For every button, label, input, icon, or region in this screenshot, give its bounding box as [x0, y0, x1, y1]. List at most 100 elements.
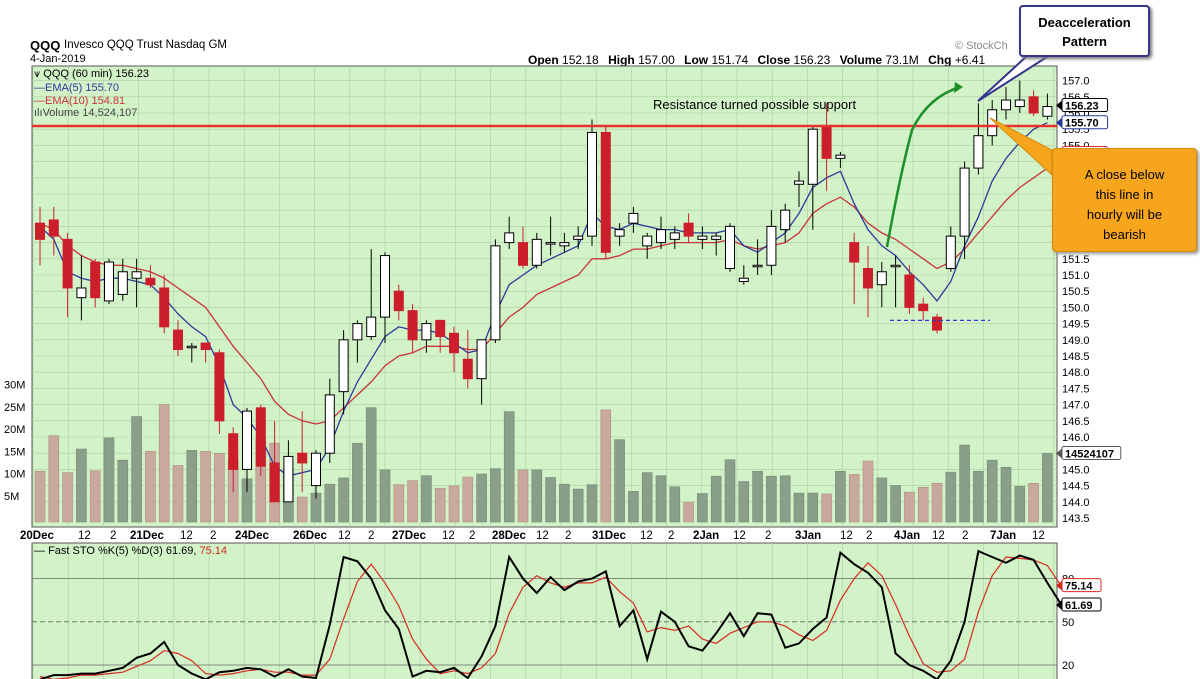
candle-body: [104, 261, 114, 302]
chart-date: 4-Jan-2019: [30, 53, 86, 65]
x-tick-label: 12: [442, 530, 455, 542]
volume-bar: [559, 483, 570, 523]
resistance-annotation: Resistance turned possible support: [653, 97, 857, 112]
candle-body: [807, 128, 818, 185]
close-label: Close: [757, 53, 791, 67]
volume-bar: [655, 475, 667, 523]
candle-body: [794, 180, 804, 185]
candle-body: [366, 316, 377, 338]
volume-bar: [628, 490, 639, 523]
volume-bar: [766, 475, 777, 523]
open-value: 152.18: [562, 53, 599, 67]
candle-body: [559, 242, 570, 247]
volume-bar: [586, 484, 598, 523]
volume-bar: [738, 481, 750, 523]
x-tick-label: 21Dec: [130, 530, 164, 542]
candle-body: [504, 232, 515, 244]
price-tick-label: 148.5: [1062, 351, 1090, 363]
volume-label: Volume: [839, 53, 883, 67]
legend-sto-sep: ,: [193, 545, 200, 557]
last-sto-d-label-pointer: [1056, 580, 1062, 591]
volume-bar: [76, 448, 87, 523]
x-tick-label: 2: [962, 530, 968, 542]
candle-body: [297, 452, 308, 464]
volume-bar: [1000, 466, 1012, 523]
volume-bar: [890, 485, 901, 523]
candle-body: [35, 222, 45, 240]
x-tick-label: 12: [338, 530, 351, 542]
x-tick-label: 2: [765, 530, 771, 542]
volume-bar: [793, 492, 805, 523]
volume-bar: [973, 470, 984, 523]
callout-right-line-2: this line in: [1095, 187, 1154, 202]
x-tick-label: 12: [536, 530, 549, 542]
candle-body: [683, 222, 694, 237]
volume-bar: [862, 460, 874, 523]
acceleration-arrow: [885, 85, 961, 248]
sto-d-line: [39, 556, 1062, 679]
ticker-symbol: QQQ: [30, 38, 61, 53]
legend-volume-icon: ılı: [34, 107, 43, 119]
sto-tick-label: 20: [1062, 660, 1074, 672]
volume-bar: [476, 473, 487, 523]
volume-bar: [1028, 482, 1039, 523]
volume-bar: [683, 502, 694, 523]
candle-body: [697, 235, 708, 240]
volume-bar: [48, 435, 60, 523]
candle-body: [407, 310, 418, 341]
x-tick-label: 4Jan: [894, 530, 920, 542]
x-tick-label: 2: [110, 530, 116, 542]
candle-body: [918, 303, 929, 312]
volume-bar: [131, 416, 142, 523]
candle-body: [421, 323, 432, 341]
candle-body: [311, 452, 321, 487]
volume-bar: [296, 496, 308, 523]
candle-body: [380, 255, 390, 318]
volume-bar: [545, 477, 556, 523]
legend-ema5-swatch: —: [34, 82, 45, 94]
candle-body: [531, 238, 542, 266]
volume-value: 73.1M: [885, 53, 919, 67]
chg-value: +6.41: [954, 53, 986, 67]
candle-body: [711, 235, 722, 240]
volume-bar: [462, 476, 474, 523]
open-label: Open: [528, 53, 559, 67]
legend-price: ⩛ QQQ (60 min) 156.23: [34, 68, 149, 81]
candle-body: [352, 323, 363, 341]
ema10-line: [39, 167, 1048, 425]
candle-body: [90, 261, 101, 299]
candle-body: [1001, 99, 1011, 111]
candle-body: [338, 339, 349, 393]
bearish-callout: A close below this line in hourly will b…: [1052, 148, 1197, 252]
volume-bar: [407, 480, 418, 523]
volume-bar: [821, 493, 832, 523]
legend-volume-text: Volume 14,524,107: [42, 107, 138, 119]
x-tick-label: 26Dec: [293, 530, 327, 542]
candle-body: [656, 229, 666, 244]
sto-k-line: [39, 549, 1063, 679]
volume-bar: [807, 492, 819, 523]
volume-bar: [848, 474, 860, 523]
candle-body: [973, 135, 984, 169]
volume-bar: [641, 472, 653, 523]
volume-bar: [200, 450, 211, 523]
volume-bar: [669, 486, 681, 523]
price-tick-label: 145.0: [1062, 464, 1090, 476]
candle-body: [932, 316, 942, 331]
candle-body: [476, 339, 487, 380]
volume-bar: [517, 469, 529, 523]
price-tick-label: 146.0: [1062, 432, 1090, 444]
price-panel-bg: [31, 65, 1058, 528]
legend-ema5-text: EMA(5) 155.70: [45, 82, 119, 94]
volume-bar: [145, 450, 156, 523]
volume-bar: [572, 488, 584, 523]
close-value: 156.23: [793, 53, 831, 67]
candle-body: [200, 342, 211, 351]
x-tick-label: 2: [668, 530, 674, 542]
candle-body: [614, 229, 625, 237]
candle-body: [283, 455, 294, 503]
last-sto-k-label-pointer: [1056, 599, 1062, 610]
callout-top-line-2: Pattern: [1062, 34, 1107, 49]
x-tick-label: 20Dec: [20, 530, 54, 542]
